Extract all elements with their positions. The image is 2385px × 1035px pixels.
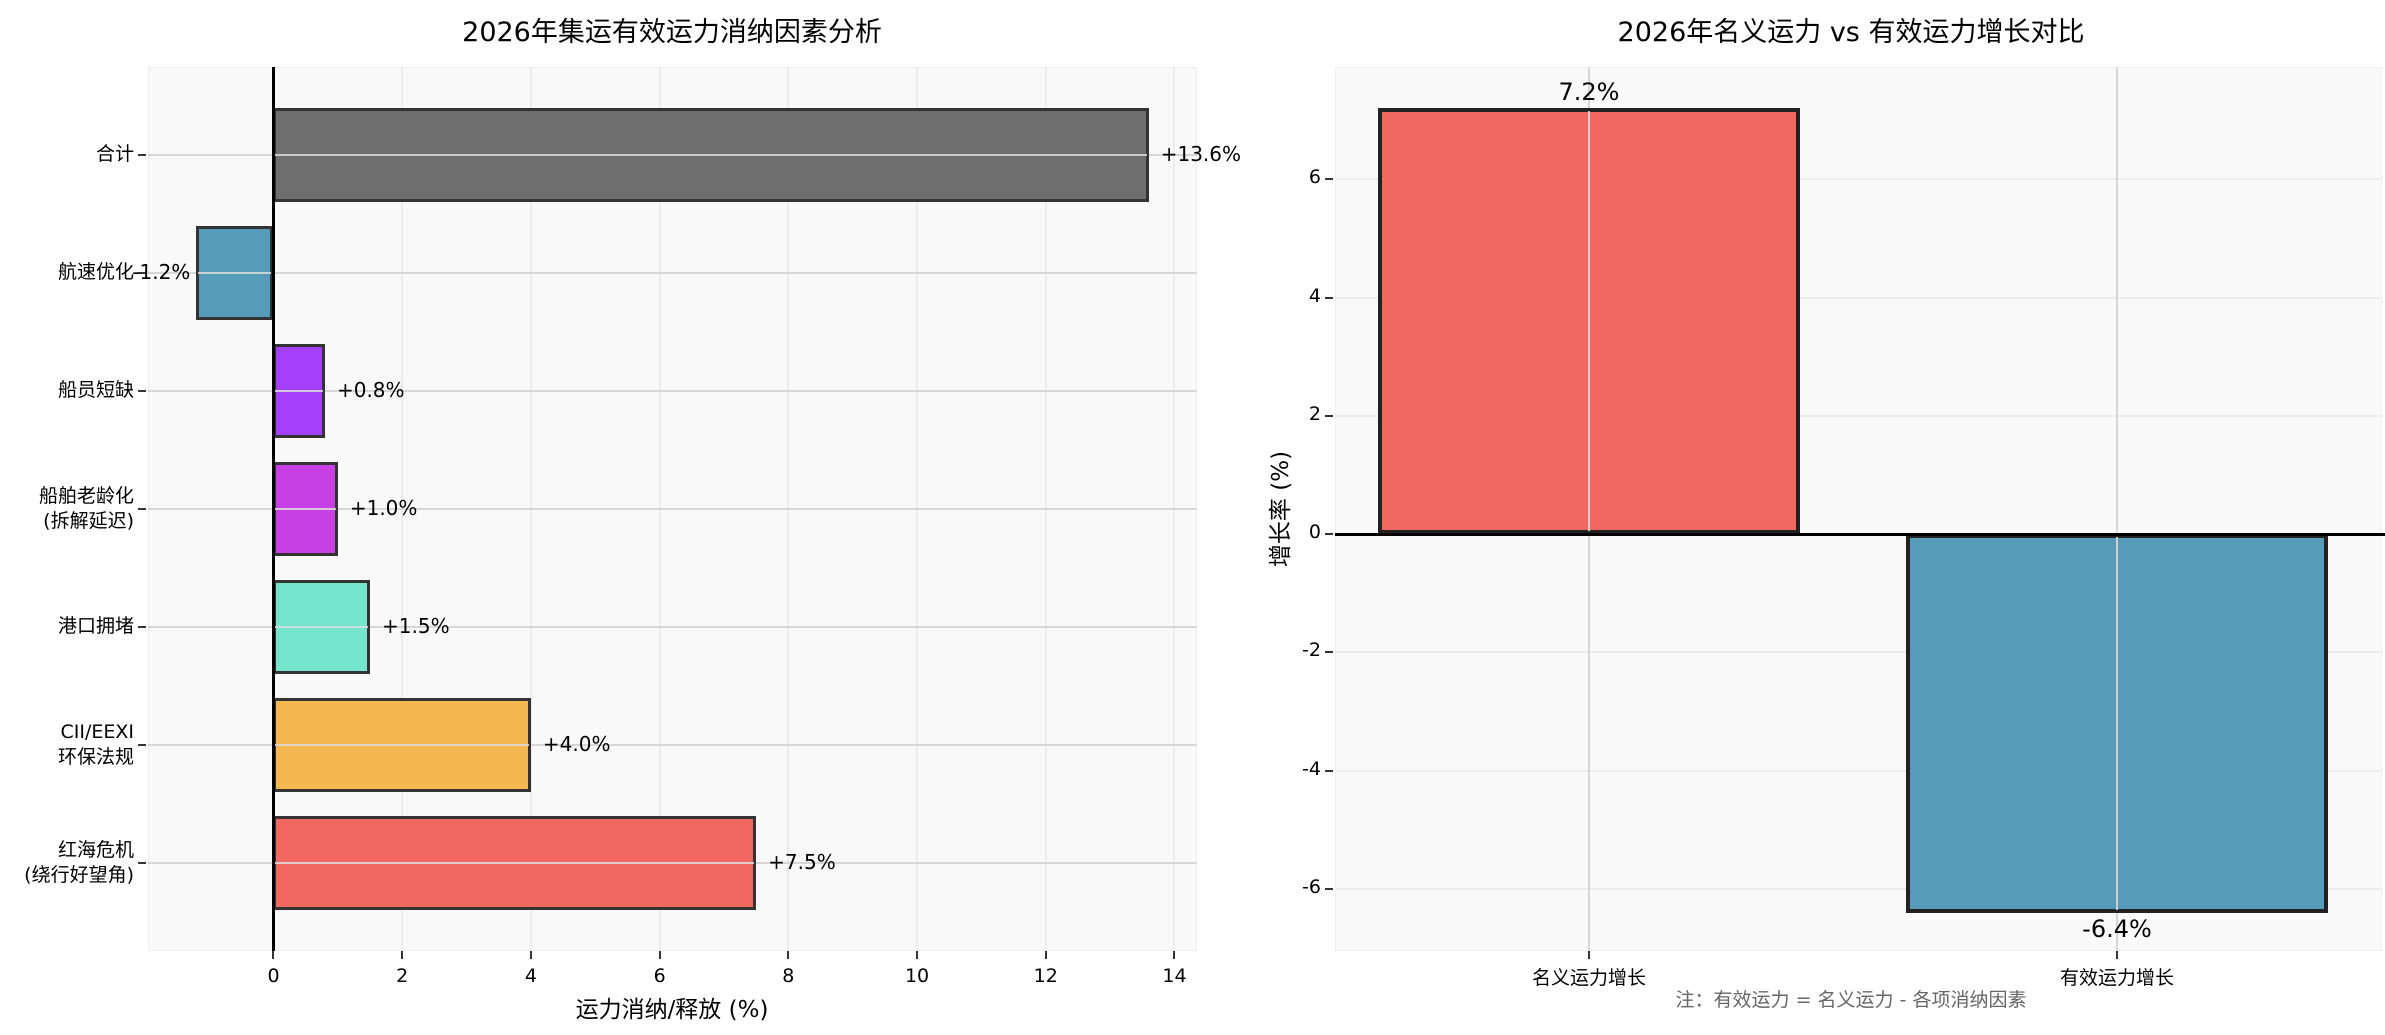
category-label-line2: 环保法规 [57,746,134,768]
category-label-line1: 红海危机 [57,839,134,861]
category-label: 红海危机 (绕行好望角) [24,838,134,888]
bar-value-label: +4.0% [542,732,611,756]
category-label-line2: (绕行好望角) [24,864,134,886]
right-yaxis-label: 增长率 (%) [1268,450,1294,568]
y-tick-mark [1325,651,1333,654]
category-label-line1: 航速优化 [57,261,134,283]
x-tick-label: 6 [653,965,666,987]
category-label-line1: CII/EEXI [60,721,134,743]
y-gridline [1335,887,2382,890]
x-tick-label: 2 [396,965,409,987]
bar-value-label: +7.5% [768,850,836,874]
bar-gridline [275,862,755,864]
y-tick-mark [1325,414,1333,417]
y-tick-mark [1325,296,1333,299]
x-tick-label: 有效运力增长 [2059,967,2175,989]
x-tick-label: 4 [524,965,537,987]
right-chart-note: 注：有效运力 = 名义运力 - 各项消纳因素 [1675,989,2027,1011]
x-tick-mark [2116,951,2118,959]
y-tick-label: 4 [1308,284,1321,307]
x-tick-mark [1173,951,1176,959]
bar-value-label: +13.6% [1160,142,1242,166]
y-gridline [1335,178,2382,181]
y-tick-mark [138,154,146,156]
y-tick-label: -6 [1302,875,1321,898]
category-label: 航速优化 [58,260,134,285]
y-tick-label: 6 [1308,166,1321,189]
right-chart-title: 2026年名义运力 vs 有效运力增长对比 [1617,17,2085,48]
x-tick-label: 8 [782,965,795,987]
category-label-line1: 合计 [95,143,134,165]
category-label: 合计 [96,142,134,167]
bar-gridline [275,626,369,628]
x-tick-mark [916,951,919,959]
y-gridline [1335,769,2382,772]
bar-value-label: +0.8% [336,378,405,402]
x-tick-mark [272,951,275,959]
x-tick-mark [1588,951,1590,959]
category-label-line1: 船舶老龄化 [38,485,134,507]
y-tick-mark [1325,178,1333,181]
x-tick-label: 10 [904,965,930,987]
y-gridline [148,744,1197,746]
y-tick-label: -2 [1302,639,1321,662]
bar-gridline [1588,111,1590,532]
y-tick-mark [1325,769,1333,772]
y-gridline [148,626,1197,628]
category-label: 船员短缺 [58,378,134,403]
y-gridline [1335,296,2382,299]
x-tick-mark [658,951,661,959]
x-tick-label: 14 [1162,965,1187,987]
category-label: 港口拥堵 [58,614,134,639]
bar-value-label: +1.0% [349,496,418,520]
bar-value-label: +1.5% [382,614,450,638]
bar-gridline [275,390,323,392]
category-label: 船舶老龄化 (拆解延迟) [39,484,134,534]
category-label: CII/EEXI 环保法规 [58,720,134,770]
y-tick-label: 2 [1308,402,1321,425]
y-gridline [1335,414,2382,417]
y-tick-mark [138,626,146,628]
x-tick-label: 12 [1033,965,1058,987]
left-xaxis-label: 运力消纳/释放 (%) [575,997,769,1023]
bar-gridline [275,744,529,746]
category-label-line1: 船员短缺 [57,379,134,401]
y-tick-mark [138,390,146,392]
zero-line [1335,533,2385,537]
zero-line [272,67,276,951]
y-tick-mark [138,272,146,274]
bar-value-label: -1.2% [132,260,191,284]
y-tick-mark [1325,533,1333,536]
x-tick-mark [787,951,790,959]
x-tick-label: 0 [267,965,280,987]
left-chart-title: 2026年集运有效运力消纳因素分析 [462,17,882,48]
y-tick-label: 0 [1308,521,1321,544]
y-gridline [148,508,1197,510]
bar-gridline [198,272,272,274]
x-tick-mark [529,951,532,959]
bar-gridline [275,154,1147,156]
y-tick-mark [1325,887,1333,890]
x-tick-label: 名义运力增长 [1531,967,1647,989]
y-tick-mark [138,862,146,864]
category-label-line2: (拆解延迟) [43,510,134,532]
bar-gridline [2116,537,2118,910]
y-gridline [1335,651,2382,654]
category-label-line1: 港口拥堵 [57,615,134,637]
bar-value-label: 7.2% [1558,78,1620,107]
y-tick-label: -4 [1302,757,1321,780]
x-tick-mark [1044,951,1047,959]
x-gridline [2116,67,2118,951]
y-gridline [148,272,1197,274]
bar-value-label: -6.4% [2082,914,2152,943]
y-tick-mark [138,744,146,746]
bar-gridline [275,508,336,510]
y-gridline [148,390,1197,392]
y-tick-mark [138,508,146,510]
x-tick-mark [401,951,404,959]
